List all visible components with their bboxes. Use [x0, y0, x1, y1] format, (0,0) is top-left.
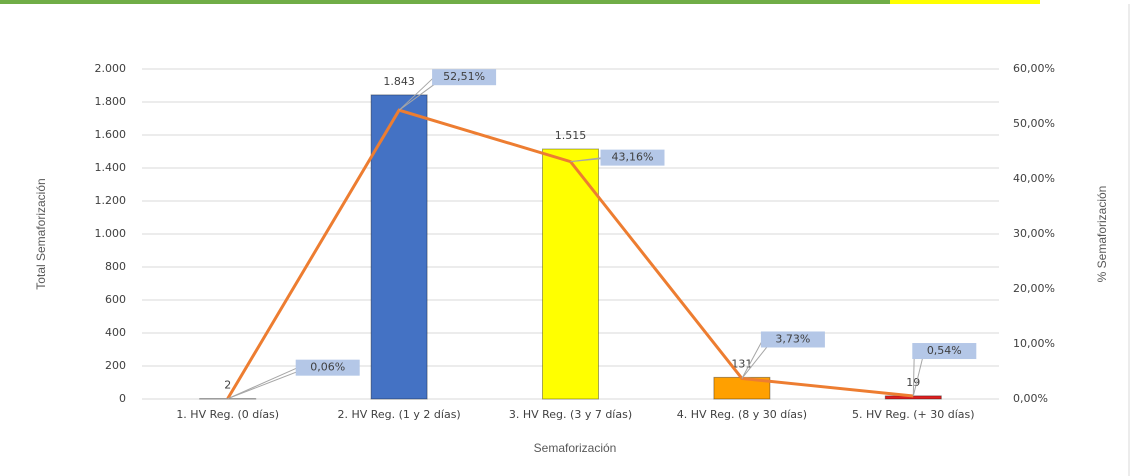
top-band [0, 0, 890, 4]
y2-tick-label: 10,00% [1013, 337, 1055, 350]
y2-tick-label: 60,00% [1013, 62, 1055, 75]
y-tick-label: 1.800 [95, 95, 127, 108]
y-tick-label: 400 [105, 326, 126, 339]
line-value-label: 3,73% [775, 332, 810, 345]
y-tick-label: 1.400 [95, 161, 127, 174]
x-tick-label: 4. HV Reg. (8 y 30 días) [677, 408, 807, 421]
y2-tick-label: 40,00% [1013, 172, 1055, 185]
top-band-accent [890, 0, 1040, 4]
y2-tick-label: 0,00% [1013, 392, 1048, 405]
y-tick-label: 2.000 [95, 62, 127, 75]
callout-leader [227, 367, 298, 400]
callout-box [600, 149, 665, 166]
y-tick-label: 1.600 [95, 128, 127, 141]
x-axis-title: Semaforización [534, 441, 617, 455]
y-tick-label: 0 [119, 392, 126, 405]
callout-box [760, 331, 825, 348]
y2-axis-title: % Semaforización [1095, 186, 1109, 283]
bar-value-label: 131 [731, 357, 752, 370]
y-tick-label: 1.200 [95, 194, 127, 207]
bar [370, 94, 428, 400]
callout-box [295, 359, 360, 376]
bar-value-label: 1.515 [555, 129, 587, 142]
bar [884, 395, 942, 400]
y-tick-label: 1.000 [95, 227, 127, 240]
line-value-label: 43,16% [612, 151, 654, 164]
callout-box [912, 343, 977, 360]
bar [542, 148, 599, 400]
y2-tick-label: 50,00% [1013, 117, 1055, 130]
line-value-label: 0,54% [927, 344, 962, 357]
line-value-label: 0,06% [310, 361, 345, 374]
callout-box [432, 69, 497, 86]
callout-leader [741, 339, 764, 379]
x-tick-label: 1. HV Reg. (0 días) [176, 408, 279, 421]
y-tick-label: 600 [105, 293, 126, 306]
x-tick-label: 5. HV Reg. (+ 30 días) [852, 408, 974, 421]
line-value-label: 52,51% [443, 70, 485, 83]
callout-leader [398, 76, 435, 111]
y-tick-label: 200 [105, 359, 126, 372]
y2-tick-label: 20,00% [1013, 282, 1055, 295]
x-tick-label: 2. HV Reg. (1 y 2 días) [337, 408, 460, 421]
bar-value-label: 1.843 [383, 75, 415, 88]
y-axis-title: Total Semaforización [34, 178, 48, 289]
bar-value-label: 2 [224, 379, 231, 392]
y2-tick-label: 30,00% [1013, 227, 1055, 240]
y-tick-label: 800 [105, 260, 126, 273]
x-tick-label: 3. HV Reg. (3 y 7 días) [509, 408, 632, 421]
callout-leader [570, 157, 603, 163]
